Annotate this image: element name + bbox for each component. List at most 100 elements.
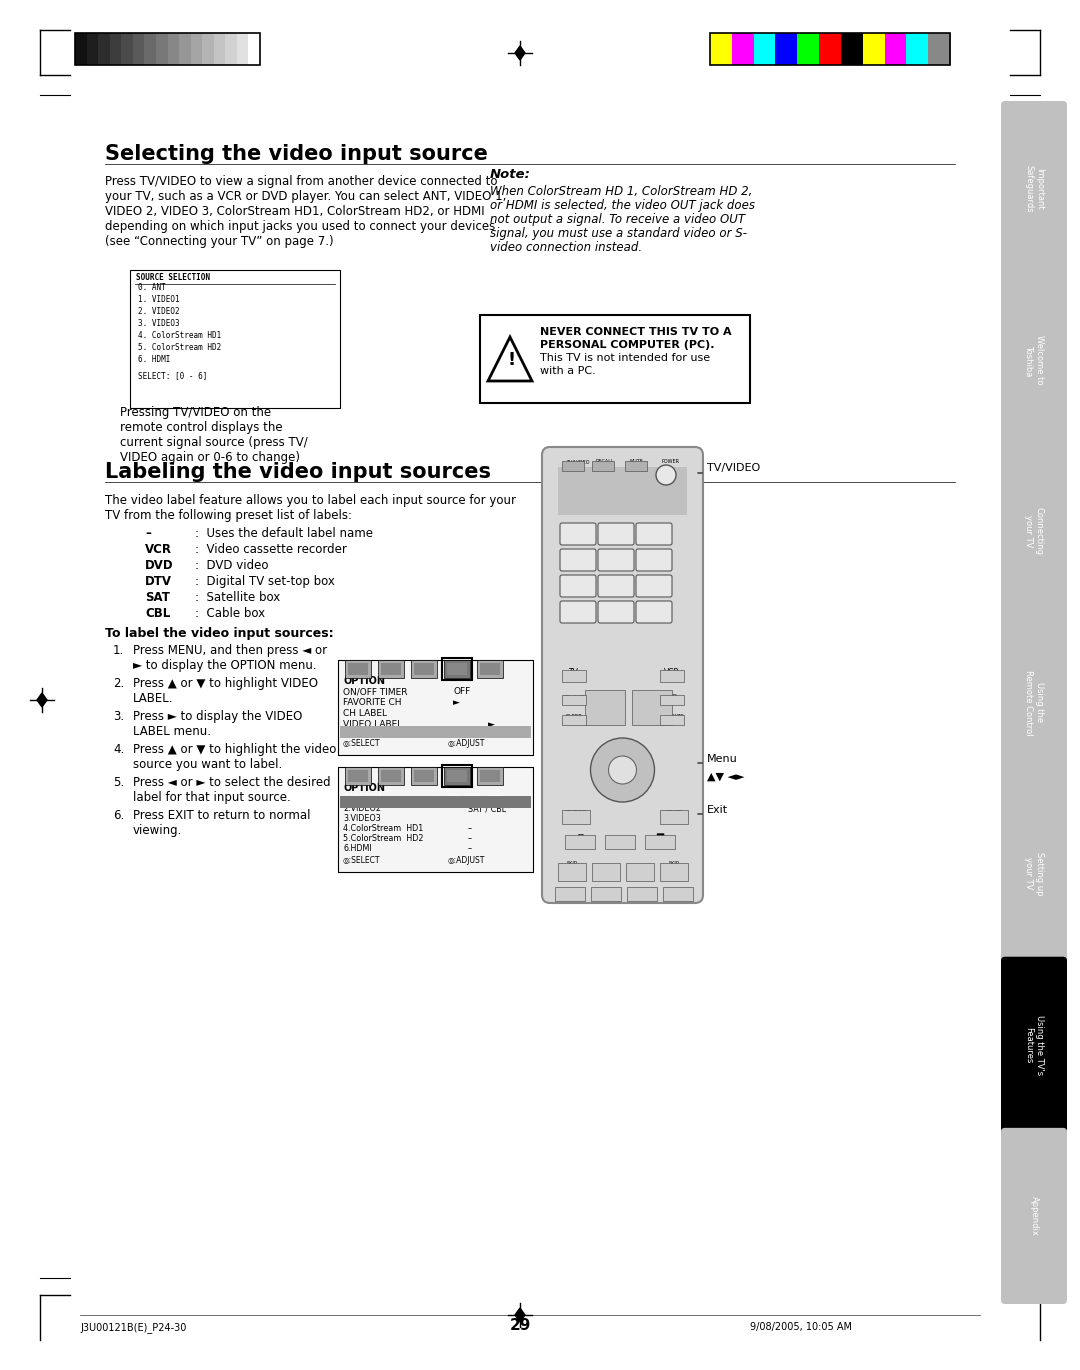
Text: –: – — [468, 844, 472, 854]
Text: 6.HDMI: 6.HDMI — [343, 844, 372, 854]
Bar — [110, 33, 122, 64]
Text: VIDEO again or 0-6 to change): VIDEO again or 0-6 to change) — [120, 451, 300, 464]
Text: LABEL.: LABEL. — [133, 692, 174, 706]
Text: ▲▼ ◄►: ▲▼ ◄► — [707, 773, 744, 782]
Text: :  Video cassette recorder: : Video cassette recorder — [195, 543, 347, 556]
Text: remote control displays the: remote control displays the — [120, 421, 283, 434]
Text: v: v — [599, 710, 605, 721]
Bar — [378, 767, 404, 785]
Bar — [797, 33, 820, 64]
Text: current signal source (press TV/: current signal source (press TV/ — [120, 436, 308, 449]
Text: This TV is not intended for use: This TV is not intended for use — [540, 353, 711, 363]
Text: 6.: 6. — [113, 810, 124, 822]
Polygon shape — [515, 1308, 525, 1322]
Text: Connecting
your TV: Connecting your TV — [1024, 507, 1043, 555]
Text: 5.ColorStream  HD2: 5.ColorStream HD2 — [343, 834, 423, 843]
Bar — [378, 660, 404, 678]
Text: SLEEP: SLEEP — [566, 714, 582, 719]
Text: not output a signal. To receive a video OUT: not output a signal. To receive a video … — [490, 212, 745, 226]
Text: your TV, such as a VCR or DVD player. You can select ANT, VIDEO 1,: your TV, such as a VCR or DVD player. Yo… — [105, 190, 507, 203]
Text: !: ! — [508, 351, 516, 369]
FancyBboxPatch shape — [1001, 785, 1067, 962]
Text: TV/VCR: TV/VCR — [669, 888, 687, 893]
Bar — [414, 663, 434, 675]
Bar — [411, 660, 437, 678]
Text: 29: 29 — [510, 1318, 530, 1333]
Bar — [226, 33, 238, 64]
Text: 5. ColorStream HD2: 5. ColorStream HD2 — [138, 342, 221, 352]
Text: OPTION: OPTION — [343, 675, 384, 686]
Text: 5•: 5• — [613, 558, 625, 567]
Text: Press ▲ or ▼ to highlight VIDEO: Press ▲ or ▼ to highlight VIDEO — [133, 677, 318, 690]
Bar — [145, 33, 157, 64]
Text: CLEAR: CLEAR — [634, 888, 650, 893]
Text: 3. VIDEO3: 3. VIDEO3 — [138, 319, 179, 327]
Bar — [562, 715, 586, 725]
Bar — [480, 663, 500, 675]
FancyBboxPatch shape — [598, 523, 634, 545]
Text: Press ◄ or ► to select the desired: Press ◄ or ► to select the desired — [133, 775, 330, 789]
Text: VIDEO LABEL: VIDEO LABEL — [343, 721, 402, 729]
Text: 2.VIDEO2: 2.VIDEO2 — [343, 804, 381, 812]
FancyBboxPatch shape — [636, 523, 672, 545]
Text: 3.VIDEO3: 3.VIDEO3 — [343, 814, 381, 823]
Text: MUTE: MUTE — [629, 459, 643, 464]
Text: MENU/
ENTER
DVD MENU: MENU/ ENTER DVD MENU — [615, 767, 642, 784]
Text: 1. VIDEO1: 1. VIDEO1 — [138, 295, 179, 304]
FancyBboxPatch shape — [1001, 444, 1067, 619]
Text: :  Satellite box: : Satellite box — [195, 590, 280, 604]
Bar — [632, 690, 672, 725]
Text: ▲: ▲ — [619, 743, 626, 752]
Text: Press ▲ or ▼ to highlight the video: Press ▲ or ▼ to highlight the video — [133, 743, 336, 756]
Text: TV/VIDEO: TV/VIDEO — [707, 463, 760, 473]
Text: SKIP
SEARCH: SKIP SEARCH — [562, 862, 582, 871]
Bar — [477, 660, 503, 678]
Bar — [381, 663, 401, 675]
Text: POWER: POWER — [662, 459, 680, 464]
Bar — [340, 726, 531, 738]
Text: VOL: VOL — [642, 690, 657, 700]
Text: PIC SIZE: PIC SIZE — [661, 714, 684, 719]
Bar — [562, 810, 590, 823]
Text: FF: FF — [637, 867, 643, 871]
FancyBboxPatch shape — [1001, 956, 1067, 1133]
Bar — [442, 764, 472, 786]
Bar — [592, 460, 615, 471]
Text: viewing.: viewing. — [133, 823, 183, 837]
Text: signal, you must use a standard video or S-: signal, you must use a standard video or… — [490, 227, 747, 240]
Text: ► to display the OPTION menu.: ► to display the OPTION menu. — [133, 659, 316, 673]
Text: SOURCE SELECTION: SOURCE SELECTION — [136, 273, 210, 282]
Text: PERSONAL COMPUTER (PC).: PERSONAL COMPUTER (PC). — [540, 340, 715, 349]
Text: Appendix: Appendix — [1029, 1196, 1039, 1236]
Text: 9/08/2005, 10:05 AM: 9/08/2005, 10:05 AM — [750, 1322, 852, 1332]
Text: DVD: DVD — [145, 559, 174, 573]
Bar — [348, 663, 368, 675]
Bar — [625, 460, 647, 471]
Text: ENTER: ENTER — [565, 810, 588, 817]
Bar — [345, 767, 372, 785]
Bar — [660, 863, 688, 881]
Bar — [863, 33, 885, 64]
Bar — [381, 770, 401, 782]
Text: DTV: DTV — [145, 575, 172, 588]
Text: TV: TV — [569, 669, 579, 677]
Bar — [754, 33, 775, 64]
Bar — [906, 33, 929, 64]
Text: Press TV/VIDEO to view a signal from another device connected to: Press TV/VIDEO to view a signal from ano… — [105, 175, 498, 188]
Bar — [414, 770, 434, 782]
Text: 1.: 1. — [113, 644, 124, 658]
Text: 3.: 3. — [113, 710, 124, 723]
Bar — [562, 670, 586, 682]
Text: 4.ColorStream  HD1: 4.ColorStream HD1 — [343, 823, 423, 833]
Bar — [202, 33, 214, 64]
Text: VIDEO 2, VIDEO 3, ColorStream HD1, ColorStream HD2, or HDMI: VIDEO 2, VIDEO 3, ColorStream HD1, Color… — [105, 206, 485, 218]
Text: OPTION: OPTION — [343, 784, 384, 793]
Text: ◎:SELECT: ◎:SELECT — [343, 738, 380, 748]
Bar — [710, 33, 732, 64]
FancyBboxPatch shape — [636, 575, 672, 597]
Bar — [928, 33, 950, 64]
Bar — [562, 695, 586, 706]
Text: TV from the following preset list of labels:: TV from the following preset list of lab… — [105, 510, 352, 522]
Bar — [411, 767, 437, 785]
Bar — [167, 33, 179, 64]
